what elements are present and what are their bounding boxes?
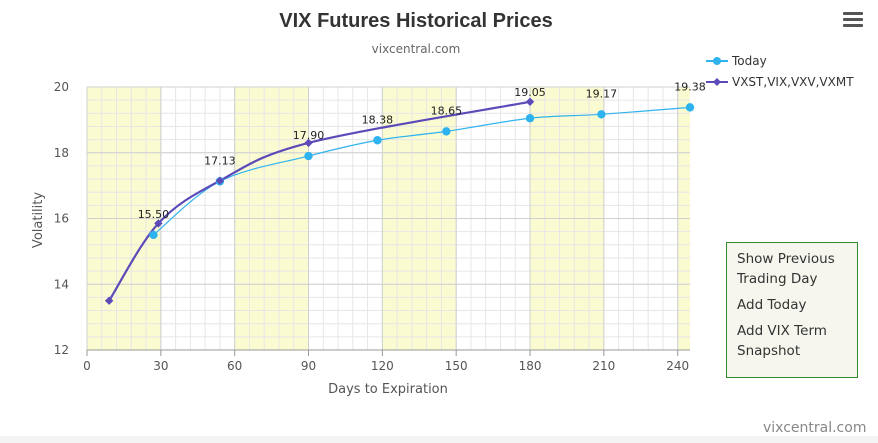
data-point (525, 97, 535, 106)
data-label: 17.90 (293, 129, 325, 142)
side-menu: Show Previous Trading Day Add Today Add … (726, 242, 858, 378)
axes: 0 30 60 90 120 150 180 210 240 12 14 16 18 20 (54, 80, 690, 373)
x-tick-label: 60 (227, 359, 242, 373)
legend-label: Today (731, 54, 767, 68)
y-axis-title: Volatility (31, 192, 46, 248)
data-label: 17.13 (204, 154, 236, 167)
x-axis-title: Days to Expiration (328, 382, 448, 397)
bottom-bar (0, 436, 878, 443)
add-today-button[interactable]: Add Today (737, 297, 807, 313)
data-label: 19.05 (514, 86, 546, 99)
y-tick-label: 14 (54, 277, 69, 291)
y-tick-label: 16 (54, 212, 69, 226)
data-point (373, 136, 382, 145)
x-tick-label: 210 (592, 359, 615, 373)
data-point (304, 151, 313, 161)
data-point (442, 127, 451, 136)
legend-marker (713, 57, 721, 65)
data-point (154, 219, 163, 228)
series-points (104, 97, 695, 305)
add-vix-term-snapshot-button[interactable]: Add VIX Term Snapshot (737, 323, 827, 359)
watermark: vixcentral.com (763, 420, 867, 436)
chart-title: VIX Futures Historical Prices (279, 10, 552, 32)
x-tick-label: 120 (371, 359, 394, 373)
y-tick-label: 12 (54, 343, 69, 357)
data-point (525, 114, 535, 123)
series-lines (108, 100, 691, 302)
data-label: 18.38 (362, 113, 394, 126)
x-tick-label: 0 (83, 359, 91, 373)
legend-label: VXST,VIX,VXV,VXMT (732, 75, 854, 89)
legend: Today VXST,VIX,VXV,VXMT (706, 54, 854, 89)
legend-marker (713, 78, 721, 86)
chart-subtitle: vixcentral.com (372, 42, 461, 56)
y-tick-label: 20 (54, 80, 69, 94)
data-point (215, 176, 225, 185)
data-point (149, 230, 158, 240)
x-tick-label: 240 (666, 359, 689, 373)
data-label: 18.65 (431, 104, 463, 117)
data-point (597, 110, 606, 119)
data-labels: 15.50 17.13 17.90 18.38 18.65 19.05 19.17 19.38 (138, 80, 706, 221)
series-line (108, 100, 531, 302)
data-label: 19.38 (674, 80, 706, 93)
data-point (104, 296, 114, 305)
x-tick-label: 180 (519, 359, 542, 373)
y-tick-label: 18 (54, 146, 69, 160)
data-point (685, 103, 695, 112)
data-point (304, 138, 313, 148)
data-label: 15.50 (138, 208, 170, 221)
x-tick-label: 150 (445, 359, 468, 373)
chart-menu-icon[interactable] (840, 10, 866, 32)
x-tick-label: 90 (301, 359, 316, 373)
x-tick-label: 30 (153, 359, 168, 373)
data-label: 19.17 (586, 87, 618, 100)
show-previous-day-button[interactable]: Show Previous Trading Day (737, 251, 835, 287)
